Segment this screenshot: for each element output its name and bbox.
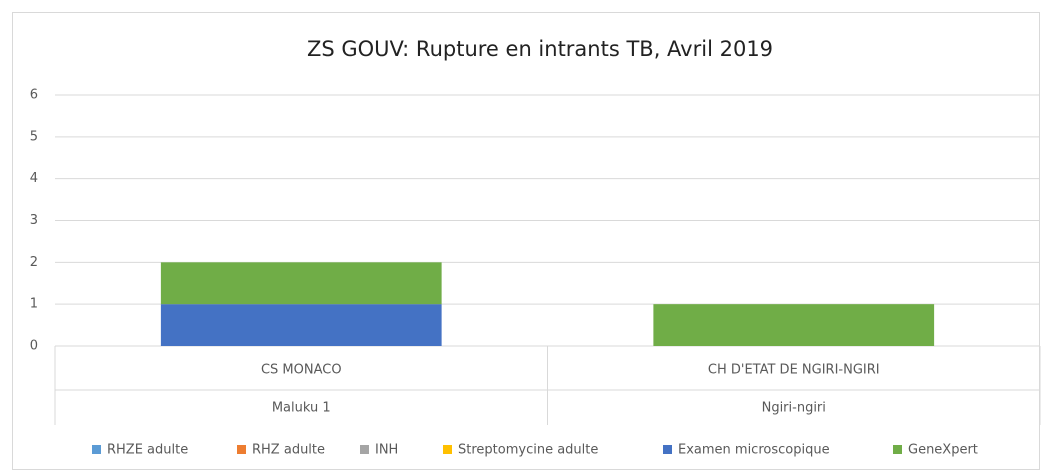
- y-tick-label: 2: [30, 255, 38, 270]
- legend-swatch: [893, 445, 902, 454]
- chart-title: ZS GOUV: Rupture en intrants TB, Avril 2…: [307, 37, 773, 61]
- legend-swatch: [443, 445, 452, 454]
- y-tick-label: 6: [30, 88, 38, 103]
- legend-label: Streptomycine adulte: [458, 443, 598, 458]
- x-tick-label: CS MONACO: [261, 363, 342, 378]
- legend-swatch: [92, 445, 101, 454]
- x-group-label: Maluku 1: [272, 401, 331, 416]
- legend-label: GeneXpert: [908, 443, 978, 458]
- bar-segment: [160, 262, 442, 305]
- legend-swatch: [360, 445, 369, 454]
- chart-border: [12, 12, 1040, 470]
- bar-segment: [653, 304, 935, 346]
- legend-label: INH: [375, 443, 398, 458]
- bar-segment: [160, 304, 442, 346]
- y-tick-label: 4: [30, 171, 38, 186]
- legend-swatch: [237, 445, 246, 454]
- legend-label: RHZ adulte: [252, 443, 325, 458]
- y-tick-label: 0: [30, 339, 38, 354]
- x-group-label: Ngiri-ngiri: [762, 401, 826, 416]
- legend-label: RHZE adulte: [107, 443, 188, 458]
- y-tick-label: 1: [30, 297, 38, 312]
- y-tick-label: 5: [30, 129, 38, 144]
- legend-label: Examen microscopique: [678, 443, 830, 458]
- x-tick-label: CH D'ETAT DE NGIRI-NGIRI: [708, 363, 880, 378]
- y-tick-label: 3: [30, 213, 38, 228]
- legend-swatch: [663, 445, 672, 454]
